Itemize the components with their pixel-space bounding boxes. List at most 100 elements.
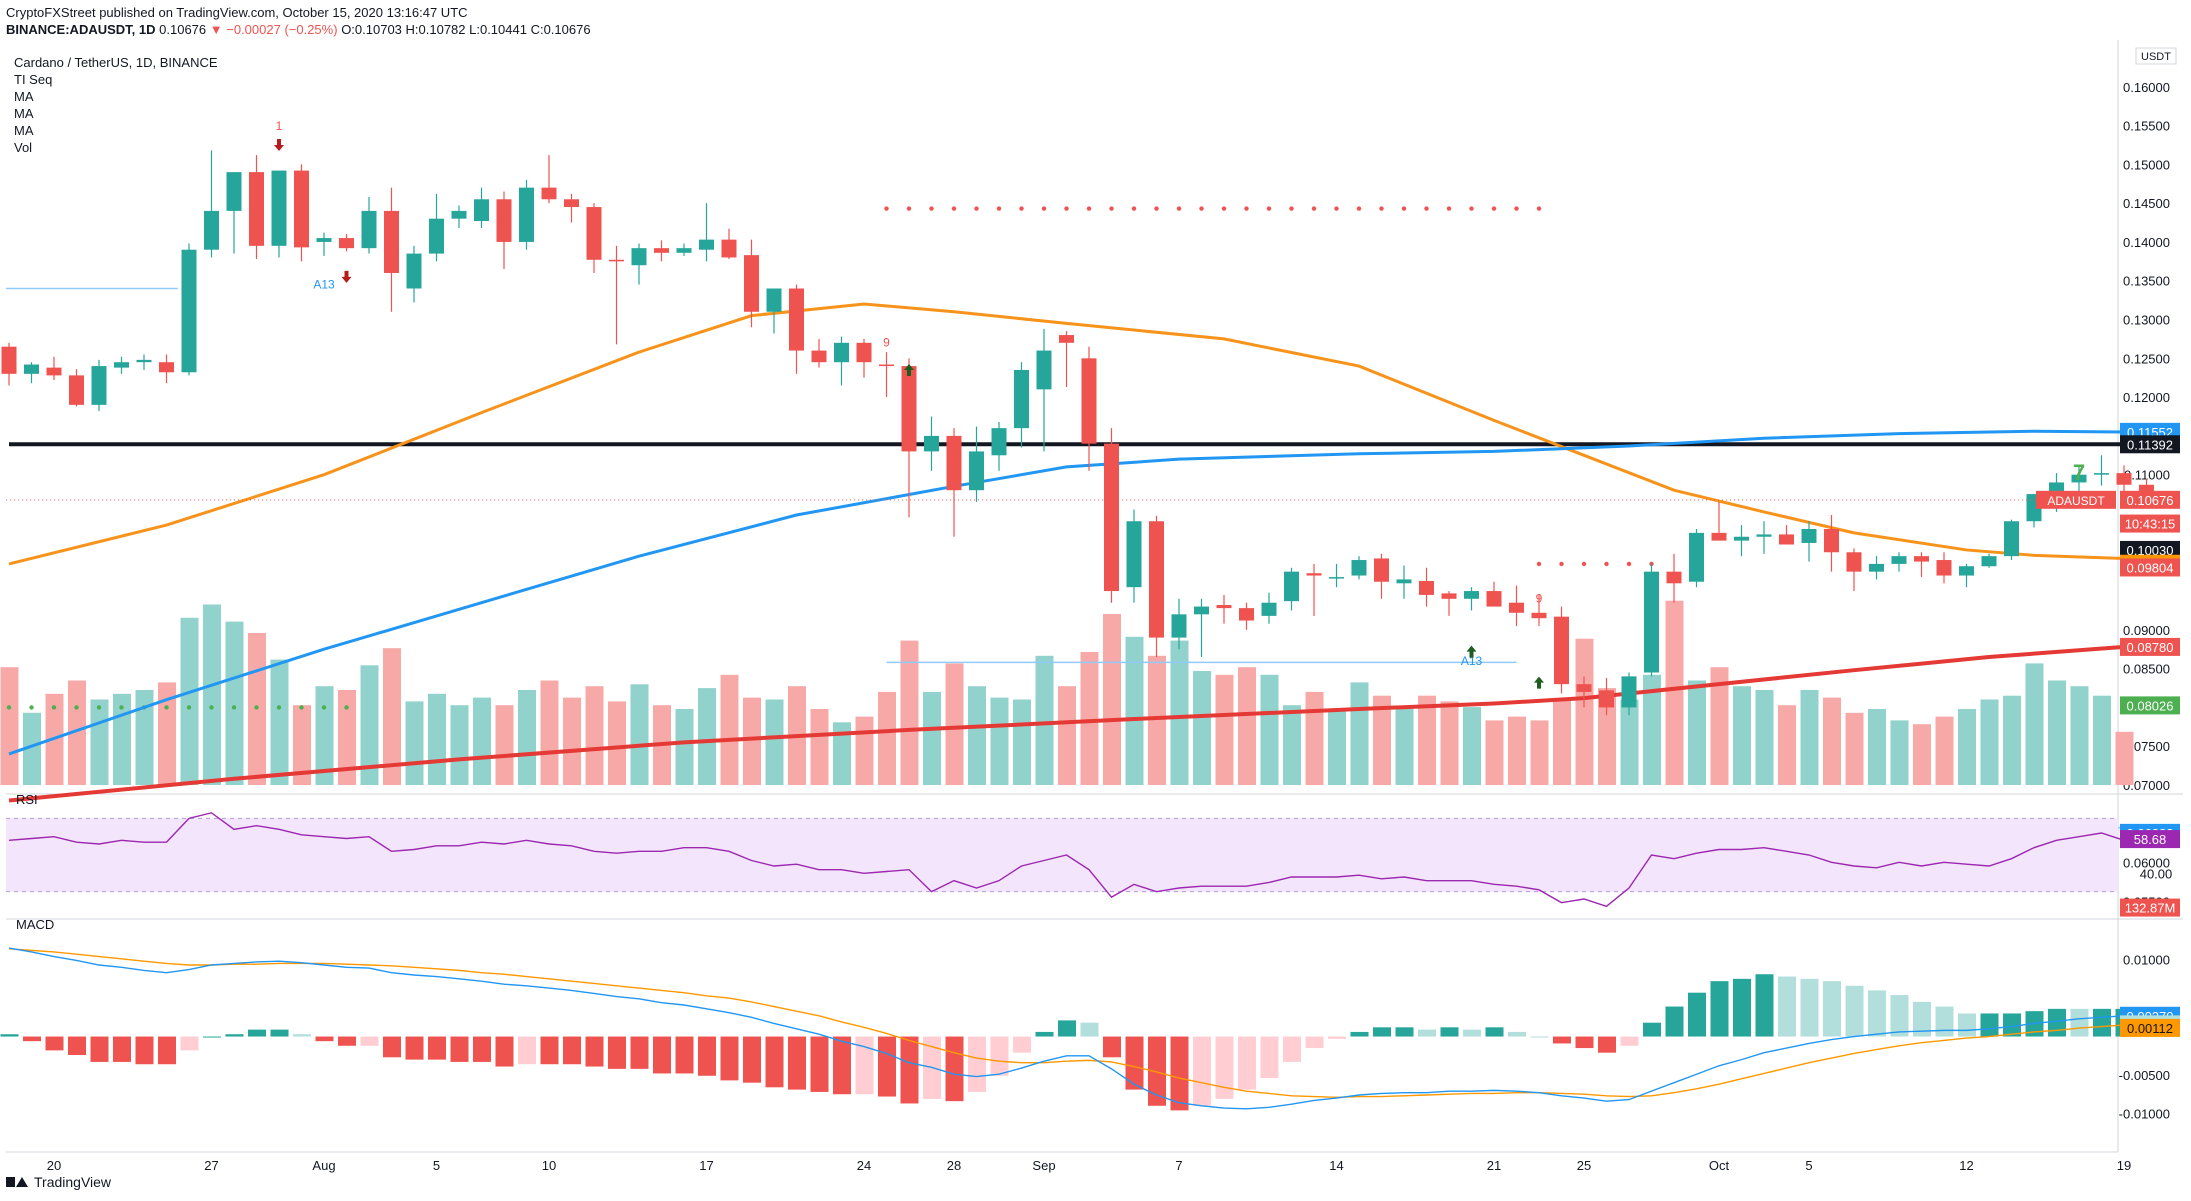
price-tick-label: 0.06000 xyxy=(2123,856,2170,871)
price-change: ▼ −0.00027 (−0.25%) xyxy=(209,22,338,37)
macd-histogram-bar xyxy=(653,1036,671,1074)
macd-histogram-bar xyxy=(1035,1031,1054,1037)
macd-histogram-bar xyxy=(833,1036,851,1095)
candle xyxy=(834,336,849,386)
level-dot xyxy=(1604,561,1609,567)
ohlc-values: O:0.10703 H:0.10782 L:0.10441 C:0.10676 xyxy=(341,22,591,37)
candle xyxy=(384,187,399,312)
candle-body xyxy=(271,170,287,246)
candle-body xyxy=(1846,552,1862,572)
chart-title[interactable]: Cardano / TetherUS, 1D, BINANCE xyxy=(14,55,218,70)
price-tick-label: 0.09000 xyxy=(2123,623,2170,638)
price-tick-label: 0.14500 xyxy=(2123,196,2170,211)
candle-body xyxy=(2071,474,2087,483)
candle xyxy=(811,338,827,368)
price-axis-labels: 0.115520.113920.10676ADAUSDT10:43:150.10… xyxy=(2036,422,2180,917)
volume-bar xyxy=(383,648,401,785)
volume-bar xyxy=(1485,720,1504,785)
macd-histogram-bar xyxy=(945,1036,964,1102)
candle-body xyxy=(541,187,557,200)
level-dot xyxy=(974,206,979,211)
rsi-line xyxy=(8,812,2125,908)
candle xyxy=(991,421,1007,471)
candle xyxy=(1059,331,1074,388)
volume-bar xyxy=(540,680,559,785)
volume-bar xyxy=(1035,655,1054,785)
candle xyxy=(1554,606,1569,694)
macd-histogram xyxy=(0,974,2134,1111)
candle xyxy=(2116,465,2132,492)
candle xyxy=(1959,563,1974,588)
macd-histogram-bar xyxy=(1755,974,1774,1037)
candle-body xyxy=(564,199,579,208)
macd-histogram-bar xyxy=(1890,995,1909,1037)
currency-tag: USDT xyxy=(2135,47,2177,65)
volume-bar xyxy=(968,686,986,785)
volume-bar xyxy=(1845,712,1864,785)
candle-body xyxy=(1104,443,1119,592)
price-label: 132.87M xyxy=(2120,898,2180,917)
td-count-label: A13 xyxy=(313,277,335,291)
macd-histogram-bar xyxy=(968,1036,986,1092)
rsi-label: RSI xyxy=(16,792,38,807)
macd-histogram-bar xyxy=(900,1036,919,1104)
level-dot xyxy=(231,705,237,710)
price-label: 0.10030 xyxy=(2120,540,2180,559)
macd-histogram-bar xyxy=(1553,1036,1571,1044)
macd-histogram-bar xyxy=(1598,1036,1616,1053)
price-label-text: 0.08026 xyxy=(2127,698,2174,713)
macd-histogram-bar xyxy=(1530,1036,1549,1038)
volume-bar xyxy=(360,665,379,785)
level-dot xyxy=(1536,561,1542,567)
price-label-box xyxy=(2120,435,2180,454)
candle xyxy=(1351,556,1367,580)
volume-bar xyxy=(338,690,356,785)
candles xyxy=(1,150,2154,716)
candle-body xyxy=(924,435,939,452)
macd-histogram-bar xyxy=(1148,1036,1166,1106)
macd-histogram-bar xyxy=(1800,978,1819,1037)
candle-body xyxy=(1194,606,1209,615)
legend-ma-2[interactable]: MA xyxy=(14,106,34,121)
legend-vol[interactable]: Vol xyxy=(14,140,33,155)
level-dot xyxy=(321,705,327,710)
volume-bar xyxy=(923,691,941,785)
legend-ti-seq[interactable]: TI Seq xyxy=(14,72,53,87)
candle xyxy=(69,369,84,407)
candle-body xyxy=(1396,579,1412,584)
candle-body xyxy=(1216,605,1232,609)
volume-bar xyxy=(203,604,221,785)
candle xyxy=(879,352,894,398)
macd-histogram-bar xyxy=(1620,1036,1639,1046)
currency-tag-box xyxy=(2135,47,2177,65)
macd-histogram-bar xyxy=(1305,1036,1324,1049)
candle xyxy=(789,284,804,374)
candle xyxy=(1216,594,1232,624)
time-tick-label: 10 xyxy=(542,1158,556,1173)
arrow-up-icon xyxy=(904,363,914,376)
volume-bar xyxy=(675,709,694,785)
candle xyxy=(1036,328,1052,452)
candle xyxy=(1284,567,1299,611)
candle xyxy=(1509,585,1524,626)
candle xyxy=(654,240,669,262)
level-dot xyxy=(186,705,192,710)
candle xyxy=(1914,552,1929,578)
candle-body xyxy=(1689,532,1704,582)
legend-ma-1[interactable]: MA xyxy=(14,89,34,104)
volume-bar xyxy=(1778,705,1796,785)
volume-bar xyxy=(2003,695,2021,785)
candle xyxy=(1869,556,1884,580)
level-dot xyxy=(1109,206,1114,211)
candle xyxy=(1194,598,1209,657)
arrow-down-icon xyxy=(274,138,284,151)
dotted-level xyxy=(884,206,1542,211)
price-tick-label: 0.15000 xyxy=(2123,157,2170,172)
candle-body xyxy=(744,255,759,312)
td-count-label: 9 xyxy=(1536,592,1543,606)
candle-body xyxy=(1981,556,1997,567)
legend-ma-3[interactable]: MA xyxy=(14,123,34,138)
macd-histogram-bar xyxy=(428,1036,446,1060)
candle xyxy=(249,155,264,260)
